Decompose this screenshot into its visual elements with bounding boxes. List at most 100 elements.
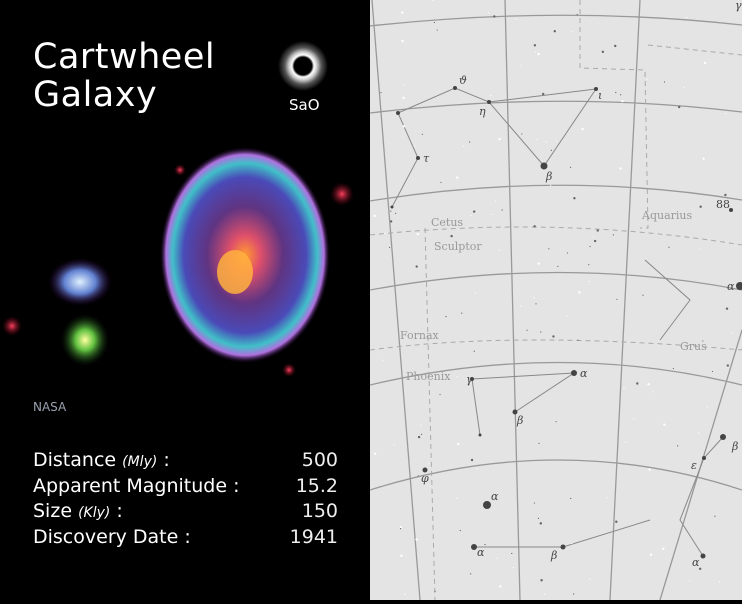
stat-label: Discovery Date [33,525,179,548]
stat-row: Discovery Date : 1941 [33,525,338,551]
background-star [512,566,515,569]
background-star [686,16,688,18]
logo-text: SaO [289,96,320,114]
background-star [439,393,441,396]
background-star [702,157,705,160]
stat-unit: (Kly) [78,505,111,521]
background-star [417,435,421,439]
stat-separator: : [163,449,170,471]
background-star [581,128,584,131]
background-star [463,145,465,147]
grus-lines [644,259,691,341]
background-star [573,197,576,200]
background-star [550,184,552,186]
background-star [606,497,608,499]
background-star [494,200,497,202]
background-star [456,442,460,446]
background-star [395,212,397,214]
background-star [470,458,474,462]
background-star [588,280,590,283]
boundary [579,0,649,229]
background-star [593,236,595,238]
background-star [533,225,536,228]
background-star [491,213,493,216]
background-star [484,544,486,546]
background-star [459,529,461,532]
background-star [414,145,416,147]
background-star [440,181,442,184]
background-star [542,92,545,96]
background-star [389,220,393,223]
background-star [724,193,727,197]
background-star [456,497,458,499]
background-star [436,29,438,31]
background-star [593,239,597,243]
background-star [373,214,376,218]
star [483,501,491,509]
background-star [537,262,540,265]
background-star [384,232,386,234]
star-label: ι [598,89,602,102]
star-label: α [580,367,588,380]
info-panel: Cartwheel Galaxy SaO NASA Distance (Mly)… [0,0,370,600]
star-label: ϑ [459,74,467,87]
background-star [415,265,418,268]
background-star [578,291,581,294]
background-star [646,78,648,80]
background-star [401,39,404,43]
background-star [625,441,627,443]
background-star [589,245,591,248]
background-star [470,215,472,217]
star [416,156,420,160]
background-star [677,445,679,447]
background-star [537,52,540,56]
background-star [461,312,463,314]
background-star [698,567,702,570]
hydrus-lines [474,519,651,548]
star [702,456,706,460]
background-star [445,316,447,318]
background-star [663,423,666,426]
star-label: 88 [716,198,730,211]
stats-list: Distance (Mly) : 500 Apparent Magnitude … [33,448,338,550]
background-star [699,248,701,251]
stat-row: Distance (Mly) : 500 [33,448,338,474]
star-labels: ϑ η ι β τ 88 α γ α γ β β ε φ α α β α [421,0,742,569]
cetus-lines [391,87,598,208]
stars [373,0,742,595]
background-star [420,424,422,426]
galaxy-image [2,147,354,377]
background-star [555,140,558,142]
background-star [601,50,605,54]
ra-line [609,0,641,601]
declination-line [369,14,742,27]
constellation-label: Grus [680,340,707,353]
background-star [511,552,513,555]
background-star [493,15,496,18]
background-star [501,209,503,211]
stat-separator: : [184,525,191,548]
boundary [369,226,742,246]
background-star [642,294,644,296]
constellation-label: Phoenix [406,370,451,383]
background-star [487,12,490,14]
background-star [432,0,434,2]
background-star [731,332,733,334]
declination-line [369,271,742,291]
background-star [499,585,502,588]
background-star [539,522,543,525]
phoenix-lines [471,372,576,436]
background-star [683,86,685,88]
star-label: α [692,556,700,569]
background-star [672,367,674,370]
background-star [420,433,423,435]
stat-row: Size (Kly) : 150 [33,499,338,525]
ra-line [504,0,521,601]
star [700,553,706,559]
stat-separator: : [233,474,240,497]
background-star [552,335,555,338]
background-star [615,91,617,94]
background-star [540,579,543,582]
boundary [647,44,742,56]
background-star [570,166,572,169]
